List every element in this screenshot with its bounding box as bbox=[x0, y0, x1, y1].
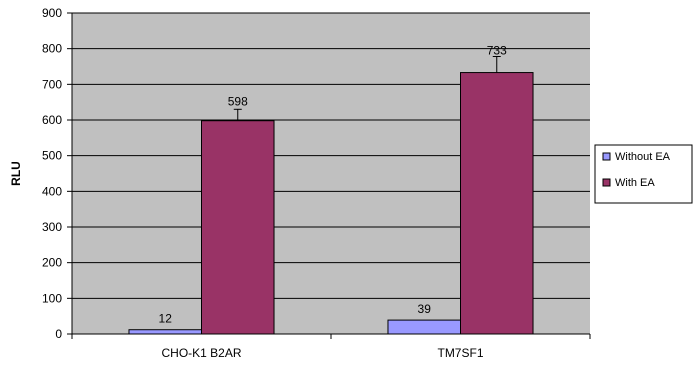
y-tick-label: 500 bbox=[42, 149, 62, 163]
y-tick-label: 400 bbox=[42, 184, 62, 198]
legend-swatch bbox=[602, 152, 611, 161]
bar-with-ea bbox=[460, 72, 534, 335]
axes bbox=[67, 12, 591, 339]
data-label: 12 bbox=[159, 312, 173, 326]
bar-without-ea bbox=[387, 319, 462, 335]
x-tick-label: CHO-K1 B2AR bbox=[161, 346, 241, 360]
data-labels: 12 598 39 733 bbox=[159, 43, 508, 325]
data-label: 39 bbox=[418, 302, 432, 316]
y-axis-label: RLU bbox=[9, 161, 23, 186]
x-tick-label: TM7SF1 bbox=[437, 346, 483, 360]
y-tick-label: 600 bbox=[42, 113, 62, 127]
bar-with-ea bbox=[201, 120, 275, 335]
legend-box bbox=[594, 144, 693, 204]
y-tick-label: 900 bbox=[42, 6, 62, 20]
error-bars bbox=[233, 56, 501, 121]
data-label: 733 bbox=[487, 43, 507, 57]
y-tick-label: 0 bbox=[55, 327, 62, 341]
bar-without-ea bbox=[128, 329, 202, 335]
y-tick-label: 800 bbox=[42, 42, 62, 56]
y-tick-label: 700 bbox=[42, 77, 62, 91]
legend-label: Without EA bbox=[615, 151, 671, 163]
y-tick-label: 300 bbox=[42, 220, 62, 234]
y-tick-label: 100 bbox=[42, 291, 62, 305]
y-tick-label: 200 bbox=[42, 256, 62, 270]
legend-label: With EA bbox=[615, 177, 655, 189]
data-label: 598 bbox=[228, 95, 248, 109]
bars bbox=[128, 72, 534, 335]
legend-swatch bbox=[602, 178, 611, 187]
y-tick-labels: 0 100 200 300 400 500 600 700 800 900 bbox=[42, 6, 62, 341]
legend: Without EA With EA bbox=[594, 144, 693, 204]
x-tick-labels: CHO-K1 B2AR TM7SF1 bbox=[161, 346, 483, 360]
